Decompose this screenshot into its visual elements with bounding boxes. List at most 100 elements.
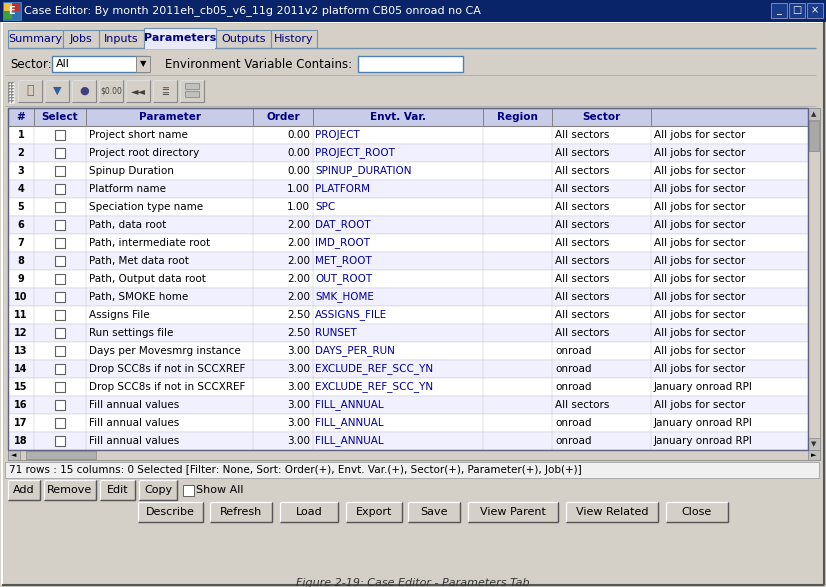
- Bar: [180, 80, 204, 102]
- Bar: [808, 108, 820, 450]
- Bar: [55, 418, 65, 428]
- Text: ►: ►: [811, 452, 817, 458]
- Bar: [99, 30, 144, 48]
- Bar: [8, 414, 808, 432]
- Text: onroad: onroad: [555, 346, 591, 356]
- Text: IMD_ROOT: IMD_ROOT: [315, 238, 370, 248]
- Text: Project root directory: Project root directory: [89, 148, 199, 158]
- Text: Speciation type name: Speciation type name: [89, 202, 203, 212]
- Text: 1.00: 1.00: [287, 202, 310, 212]
- Text: ●: ●: [79, 86, 89, 96]
- Text: ═: ═: [162, 89, 168, 99]
- Text: Case Editor: By month 2011eh_cb05_v6_11g 2011v2 platform CB05 onroad no CA: Case Editor: By month 2011eh_cb05_v6_11g…: [24, 5, 481, 16]
- Text: All sectors: All sectors: [555, 274, 610, 284]
- Text: Close: Close: [682, 507, 712, 517]
- Bar: [408, 502, 460, 522]
- Bar: [144, 28, 216, 48]
- Text: Sector:: Sector:: [10, 58, 51, 70]
- Bar: [99, 80, 123, 102]
- Text: All jobs for sector: All jobs for sector: [654, 328, 745, 338]
- Text: All sectors: All sectors: [555, 238, 610, 248]
- Text: Parameter: Parameter: [139, 112, 201, 122]
- Text: Remove: Remove: [47, 485, 93, 495]
- Bar: [666, 502, 728, 522]
- Text: Path, Met data root: Path, Met data root: [89, 256, 189, 266]
- Bar: [136, 56, 150, 72]
- Text: All sectors: All sectors: [555, 400, 610, 410]
- Bar: [55, 220, 65, 230]
- Text: Save: Save: [420, 507, 448, 517]
- Text: Edit: Edit: [107, 485, 128, 495]
- Text: Export: Export: [356, 507, 392, 517]
- Bar: [468, 502, 558, 522]
- Text: 2.00: 2.00: [287, 238, 310, 248]
- Text: All jobs for sector: All jobs for sector: [654, 274, 745, 284]
- Text: 9: 9: [17, 274, 25, 284]
- Text: All jobs for sector: All jobs for sector: [654, 130, 745, 140]
- Text: Spinup Duration: Spinup Duration: [89, 166, 174, 176]
- Bar: [100, 480, 135, 500]
- Text: FILL_ANNUAL: FILL_ANNUAL: [315, 417, 383, 429]
- Bar: [8, 270, 808, 288]
- Bar: [8, 396, 808, 414]
- Text: 12: 12: [14, 328, 28, 338]
- Text: Environment Variable Contains:: Environment Variable Contains:: [165, 58, 352, 70]
- Bar: [55, 382, 65, 392]
- Text: 16: 16: [14, 400, 28, 410]
- Text: All jobs for sector: All jobs for sector: [654, 148, 745, 158]
- Text: 11: 11: [14, 310, 28, 320]
- Text: onroad: onroad: [555, 364, 591, 374]
- Bar: [55, 436, 65, 446]
- Bar: [5, 78, 821, 106]
- Text: OUT_ROOT: OUT_ROOT: [315, 274, 373, 285]
- Bar: [8, 378, 808, 396]
- Text: Fill annual values: Fill annual values: [89, 436, 179, 446]
- Bar: [8, 108, 808, 126]
- Text: PLATFORM: PLATFORM: [315, 184, 370, 194]
- Text: All jobs for sector: All jobs for sector: [654, 238, 745, 248]
- Text: ASSIGNS_FILE: ASSIGNS_FILE: [315, 309, 387, 321]
- Text: 1: 1: [17, 130, 25, 140]
- Bar: [566, 502, 658, 522]
- Text: January onroad RPI: January onroad RPI: [654, 418, 752, 428]
- Bar: [4, 3, 12, 11]
- Bar: [808, 450, 820, 460]
- Bar: [138, 502, 203, 522]
- Text: January onroad RPI: January onroad RPI: [654, 436, 752, 446]
- Text: All jobs for sector: All jobs for sector: [654, 220, 745, 230]
- Text: SMK_HOME: SMK_HOME: [315, 292, 374, 302]
- Text: All sectors: All sectors: [555, 148, 610, 158]
- Text: 2.50: 2.50: [287, 310, 310, 320]
- Text: MET_ROOT: MET_ROOT: [315, 255, 372, 266]
- Bar: [55, 328, 65, 338]
- Text: Show All: Show All: [196, 485, 244, 495]
- Text: 3: 3: [17, 166, 25, 176]
- Bar: [8, 126, 808, 144]
- Text: All jobs for sector: All jobs for sector: [654, 202, 745, 212]
- Text: Parameters: Parameters: [144, 33, 216, 43]
- Bar: [8, 360, 808, 378]
- Text: 3.00: 3.00: [287, 364, 310, 374]
- Bar: [183, 485, 194, 496]
- Bar: [210, 502, 272, 522]
- Text: 0.00: 0.00: [287, 148, 310, 158]
- Bar: [271, 30, 317, 48]
- Text: Run settings file: Run settings file: [89, 328, 173, 338]
- Text: Platform name: Platform name: [89, 184, 166, 194]
- Text: 17: 17: [14, 418, 28, 428]
- Text: Refresh: Refresh: [220, 507, 262, 517]
- Text: ◄: ◄: [12, 452, 17, 458]
- Text: All sectors: All sectors: [555, 202, 610, 212]
- Text: ◄◄: ◄◄: [131, 86, 145, 96]
- Text: 2: 2: [17, 148, 25, 158]
- Text: All jobs for sector: All jobs for sector: [654, 184, 745, 194]
- Text: FILL_ANNUAL: FILL_ANNUAL: [315, 436, 383, 447]
- Bar: [8, 288, 808, 306]
- Text: Drop SCC8s if not in SCCXREF: Drop SCC8s if not in SCCXREF: [89, 382, 245, 392]
- Text: Assigns File: Assigns File: [89, 310, 150, 320]
- Bar: [52, 56, 147, 72]
- Bar: [44, 480, 96, 500]
- Text: Jobs: Jobs: [69, 34, 93, 44]
- Bar: [280, 502, 338, 522]
- Text: □: □: [792, 5, 801, 15]
